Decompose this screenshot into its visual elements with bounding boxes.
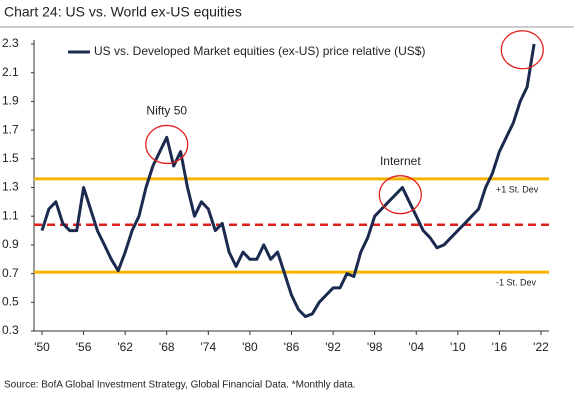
- x-tick-label: '56: [76, 340, 92, 354]
- y-tick-label: 1.5: [2, 151, 19, 165]
- x-tick-label: '98: [367, 340, 383, 354]
- y-tick-label: 1.7: [2, 122, 19, 136]
- reference-label: -1 St. Dev: [496, 278, 537, 288]
- x-tick-label: '86: [284, 340, 300, 354]
- y-tick-label: 2.1: [2, 65, 19, 79]
- x-tick-label: '10: [450, 340, 466, 354]
- y-tick-label: 2.3: [2, 36, 19, 50]
- series-line: [40, 43, 536, 319]
- y-tick-label: 1.3: [2, 180, 19, 194]
- annotation-circle: [145, 124, 189, 165]
- x-tick-label: '50: [34, 340, 50, 354]
- source: Source: BofA Global Investment Strategy,…: [4, 380, 356, 391]
- y-tick-label: 0.5: [2, 294, 19, 308]
- y-tick-label: 1.9: [2, 94, 19, 108]
- annotation-circle: [500, 30, 544, 70]
- chart-title: Chart 24: US vs. World ex-US equities: [4, 4, 242, 20]
- annotation-label: Nifty 50: [146, 104, 187, 118]
- legend-label: US vs. Developed Market equities (ex-US)…: [94, 44, 425, 58]
- y-tick-label: 1.1: [2, 208, 19, 222]
- x-tick-label: '04: [408, 340, 424, 354]
- x-tick-label: '16: [492, 340, 508, 354]
- y-tick-label: 0.3: [2, 323, 19, 337]
- x-tick-label: '74: [201, 340, 217, 354]
- x-tick-label: '80: [242, 340, 258, 354]
- annotation-circle: [378, 175, 422, 215]
- x-tick-label: '62: [117, 340, 133, 354]
- reference-label: +1 St. Dev: [496, 184, 539, 194]
- annotation-label: Internet: [380, 154, 421, 168]
- y-tick-label: 0.9: [2, 237, 19, 251]
- y-tick-label: 0.7: [2, 266, 19, 280]
- x-tick-label: '68: [159, 340, 175, 354]
- x-tick-label: '92: [325, 340, 341, 354]
- x-tick-label: '22: [533, 340, 549, 354]
